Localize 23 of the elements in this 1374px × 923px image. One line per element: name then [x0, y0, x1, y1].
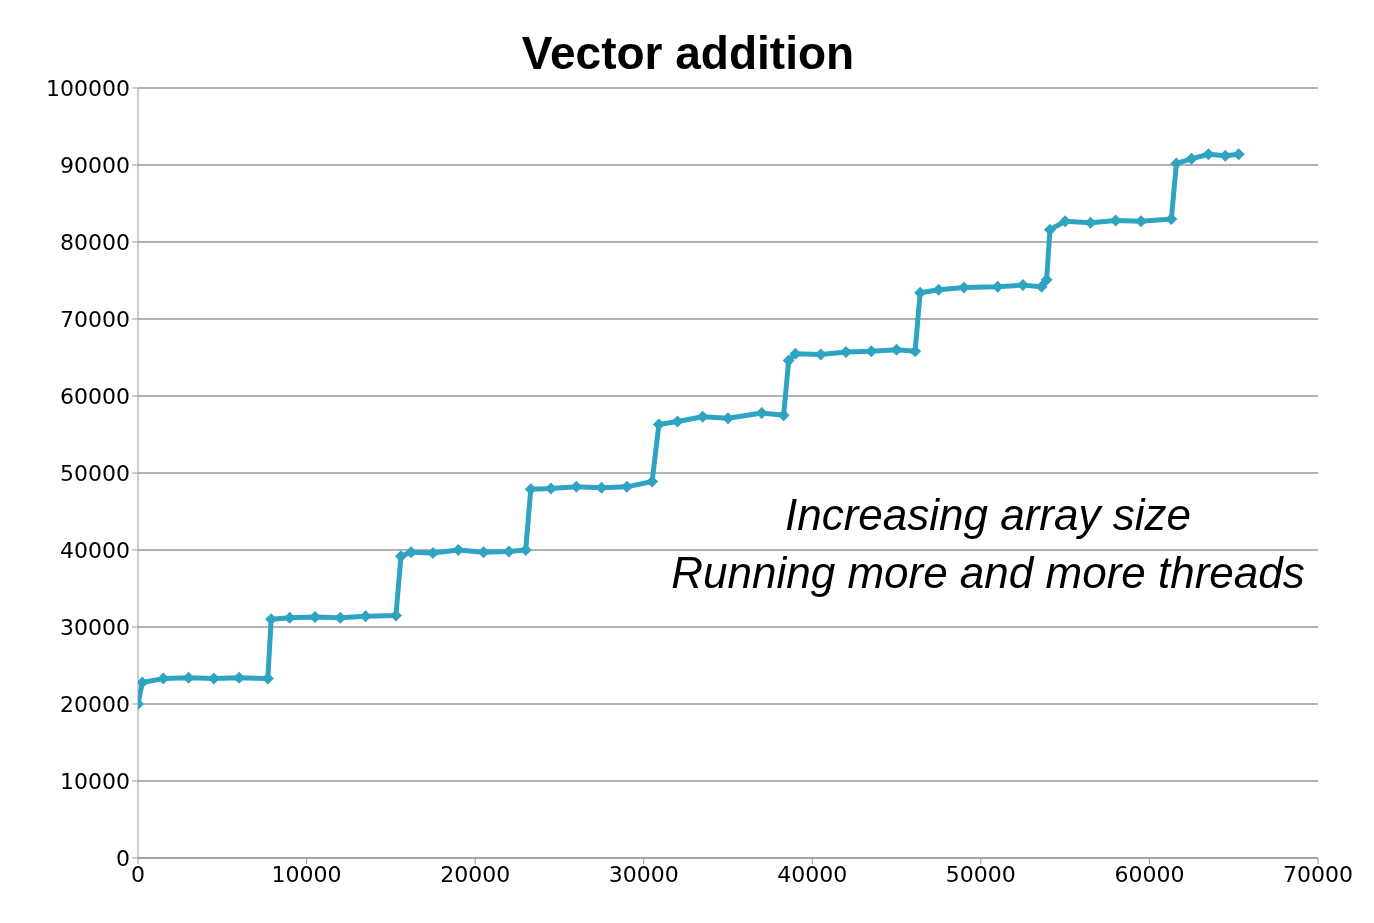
y-tick-label: 10000 [60, 768, 130, 794]
annotation: Increasing array size [784, 489, 1192, 541]
x-tick-label: 20000 [440, 861, 511, 887]
y-tick-label: 50000 [60, 460, 130, 486]
chart-title: Vector addition [521, 27, 855, 79]
point [545, 482, 557, 495]
y-tick-label: 80000 [60, 229, 130, 255]
y-tick-label: 100000 [46, 75, 130, 101]
y-tick-label: 90000 [60, 152, 130, 178]
x-tick-label: 60000 [1114, 861, 1185, 887]
x-tick-label: 70000 [1283, 861, 1353, 887]
y-tick-label: 60000 [60, 383, 130, 409]
y-tick-label: 0 [116, 845, 130, 871]
point [1185, 152, 1198, 165]
y-tick-label: 40000 [60, 537, 130, 563]
x-tick-label: 10000 [271, 861, 342, 887]
x-tick-label: 40000 [777, 861, 848, 887]
x-tick-label: 30000 [608, 861, 679, 887]
y-tick-label: 70000 [60, 306, 130, 332]
y-tick-label: 30000 [60, 614, 130, 640]
annotation: Running more and more threads [670, 547, 1306, 599]
y-tick-label: 20000 [60, 691, 130, 717]
x-tick-label: 50000 [945, 861, 1016, 887]
